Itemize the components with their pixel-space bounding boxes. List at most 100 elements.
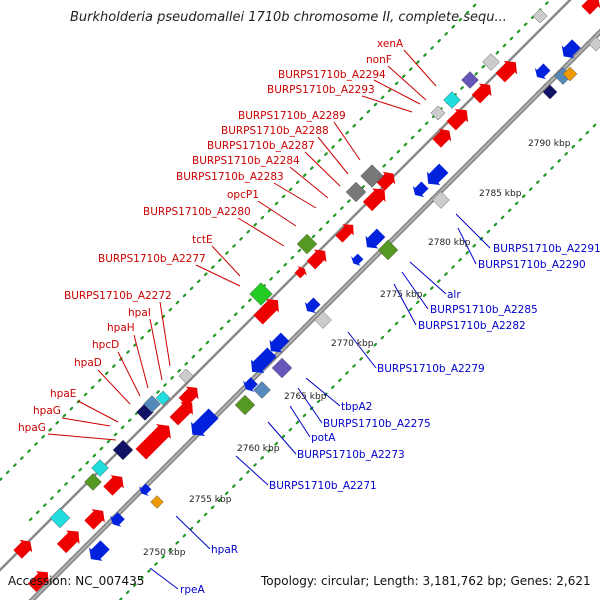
gene-arrow-reverse[interactable] bbox=[361, 227, 388, 254]
gene-block[interactable] bbox=[234, 394, 256, 416]
gene-block[interactable] bbox=[253, 381, 271, 399]
gene-label[interactable]: BURPS1710b_A2293 bbox=[267, 84, 375, 96]
gene-arrow-reverse[interactable] bbox=[245, 345, 278, 378]
gene-block[interactable] bbox=[49, 507, 71, 529]
gene-block[interactable] bbox=[314, 311, 332, 329]
gene-arrow-reverse[interactable] bbox=[557, 37, 582, 62]
callout-line bbox=[133, 334, 149, 389]
gene-label[interactable]: BURPS1710b_A2290 bbox=[478, 259, 586, 271]
gene-label[interactable]: BURPS1710b_A2284 bbox=[192, 155, 300, 167]
gene-arrow-forward[interactable] bbox=[361, 183, 391, 213]
gene-label[interactable]: hpcD bbox=[92, 339, 119, 351]
gene-arrow-forward[interactable] bbox=[167, 396, 198, 427]
gene-label[interactable]: potA bbox=[311, 432, 336, 444]
gene-arrow-reverse[interactable] bbox=[265, 331, 292, 358]
gene-arrow-reverse[interactable] bbox=[409, 179, 430, 200]
gene-arrow-forward[interactable] bbox=[333, 219, 358, 244]
gene-label[interactable]: tbpA2 bbox=[341, 401, 372, 413]
gene-block[interactable] bbox=[296, 233, 318, 255]
gene-arrow-forward[interactable] bbox=[374, 167, 399, 192]
gene-arrow-reverse[interactable] bbox=[185, 406, 220, 441]
gene-label[interactable]: hpaG bbox=[18, 422, 46, 434]
gene-arrow-forward[interactable] bbox=[82, 504, 110, 532]
gene-arrow-forward[interactable] bbox=[101, 470, 129, 498]
gene-block[interactable] bbox=[91, 459, 109, 477]
gene-label[interactable]: hpaI bbox=[128, 307, 151, 319]
blue-label-group: BURPS1710b_A2291 BURPS1710b_A2290 alr BU… bbox=[180, 243, 600, 596]
gene-block[interactable] bbox=[377, 239, 399, 261]
gene-label[interactable]: opcP1 bbox=[227, 189, 259, 201]
gene-block[interactable] bbox=[249, 282, 273, 306]
gene-arrow-forward[interactable] bbox=[470, 79, 497, 106]
gene-label[interactable]: hpaG bbox=[33, 405, 61, 417]
gene-arrow-reverse[interactable] bbox=[422, 162, 451, 191]
scale-track-line bbox=[0, 0, 482, 482]
gene-arrow-forward[interactable] bbox=[445, 104, 474, 133]
gene-arrow-forward[interactable] bbox=[11, 535, 36, 560]
gene-block[interactable] bbox=[155, 390, 171, 406]
gene-arrow-forward[interactable] bbox=[579, 0, 600, 17]
gene-arrow-forward[interactable] bbox=[293, 264, 310, 281]
gene-label[interactable]: BURPS1710b_A2282 bbox=[418, 320, 526, 332]
gene-label[interactable]: BURPS1710b_A2279 bbox=[377, 363, 485, 375]
gene-block[interactable] bbox=[430, 105, 446, 121]
gene-arrow-reverse[interactable] bbox=[349, 252, 366, 269]
gene-arrow-forward[interactable] bbox=[26, 566, 54, 594]
callout-line bbox=[149, 318, 163, 381]
gene-block[interactable] bbox=[271, 357, 293, 379]
gene-block[interactable] bbox=[542, 84, 558, 100]
gene-arrow-forward[interactable] bbox=[494, 56, 523, 85]
gene-arrow-forward[interactable] bbox=[430, 124, 455, 149]
gene-block[interactable] bbox=[360, 164, 384, 188]
gene-arrow-reverse[interactable] bbox=[531, 61, 552, 82]
gene-label[interactable]: hpaH bbox=[107, 322, 135, 334]
gene-label[interactable]: nonF bbox=[366, 54, 392, 66]
gene-label[interactable]: hpaE bbox=[50, 388, 76, 400]
gene-label[interactable]: xenA bbox=[377, 38, 404, 50]
gene-label[interactable]: alr bbox=[447, 289, 461, 301]
gene-block[interactable] bbox=[432, 191, 450, 209]
gene-arrow-reverse[interactable] bbox=[301, 295, 322, 316]
gene-label[interactable]: BURPS1710b_A2283 bbox=[176, 171, 284, 183]
gene-block[interactable] bbox=[345, 181, 367, 203]
gene-block[interactable] bbox=[461, 71, 479, 89]
gene-block[interactable] bbox=[482, 53, 500, 71]
gene-arrow-reverse[interactable] bbox=[240, 375, 260, 395]
gene-block[interactable] bbox=[562, 66, 578, 82]
gene-block[interactable] bbox=[443, 91, 461, 109]
gene-arrow-forward[interactable] bbox=[133, 418, 176, 461]
gene-block[interactable] bbox=[532, 8, 548, 24]
gene-block[interactable] bbox=[150, 495, 164, 509]
gene-arrow-forward[interactable] bbox=[251, 293, 284, 326]
gene-label[interactable]: hpaD bbox=[74, 357, 102, 369]
gene-label[interactable]: BURPS1710b_A2285 bbox=[430, 304, 538, 316]
gene-label[interactable]: BURPS1710b_A2273 bbox=[297, 449, 405, 461]
gene-label[interactable]: BURPS1710b_A2291 bbox=[493, 243, 600, 255]
gene-arrow-forward[interactable] bbox=[305, 245, 332, 272]
gene-label[interactable]: BURPS1710b_A2280 bbox=[143, 206, 251, 218]
gene-arrow-reverse[interactable] bbox=[137, 482, 154, 499]
gene-block[interactable] bbox=[84, 473, 102, 491]
gene-label[interactable]: BURPS1710b_A2272 bbox=[64, 290, 172, 302]
gene-block[interactable] bbox=[178, 368, 194, 384]
kbp-label: 2790 kbp bbox=[528, 139, 571, 149]
gene-arrow-reverse[interactable] bbox=[84, 538, 112, 566]
gene-label[interactable]: BURPS1710b_A2275 bbox=[323, 418, 431, 430]
gene-block[interactable] bbox=[112, 439, 134, 461]
gene-label[interactable]: BURPS1710b_A2277 bbox=[98, 253, 206, 265]
gene-label[interactable]: BURPS1710b_A2288 bbox=[221, 125, 329, 137]
gene-label[interactable]: tctE bbox=[192, 234, 213, 246]
gene-block[interactable] bbox=[143, 395, 161, 413]
gene-arrow-forward[interactable] bbox=[55, 525, 85, 555]
gene-label[interactable]: hpaR bbox=[211, 544, 238, 556]
gene-label[interactable]: BURPS1710b_A2294 bbox=[278, 69, 386, 81]
gene-arrow-reverse[interactable] bbox=[107, 510, 127, 530]
gene-label[interactable]: BURPS1710b_A2289 bbox=[238, 110, 346, 122]
callout-line bbox=[273, 182, 317, 209]
gene-label[interactable]: BURPS1710b_A2287 bbox=[207, 140, 315, 152]
gene-label[interactable]: BURPS1710b_A2271 bbox=[269, 480, 377, 492]
gene-arrow-forward[interactable] bbox=[177, 382, 204, 409]
kbp-label: 2765 kbp bbox=[284, 392, 327, 402]
gene-label[interactable]: rpeA bbox=[180, 584, 205, 596]
